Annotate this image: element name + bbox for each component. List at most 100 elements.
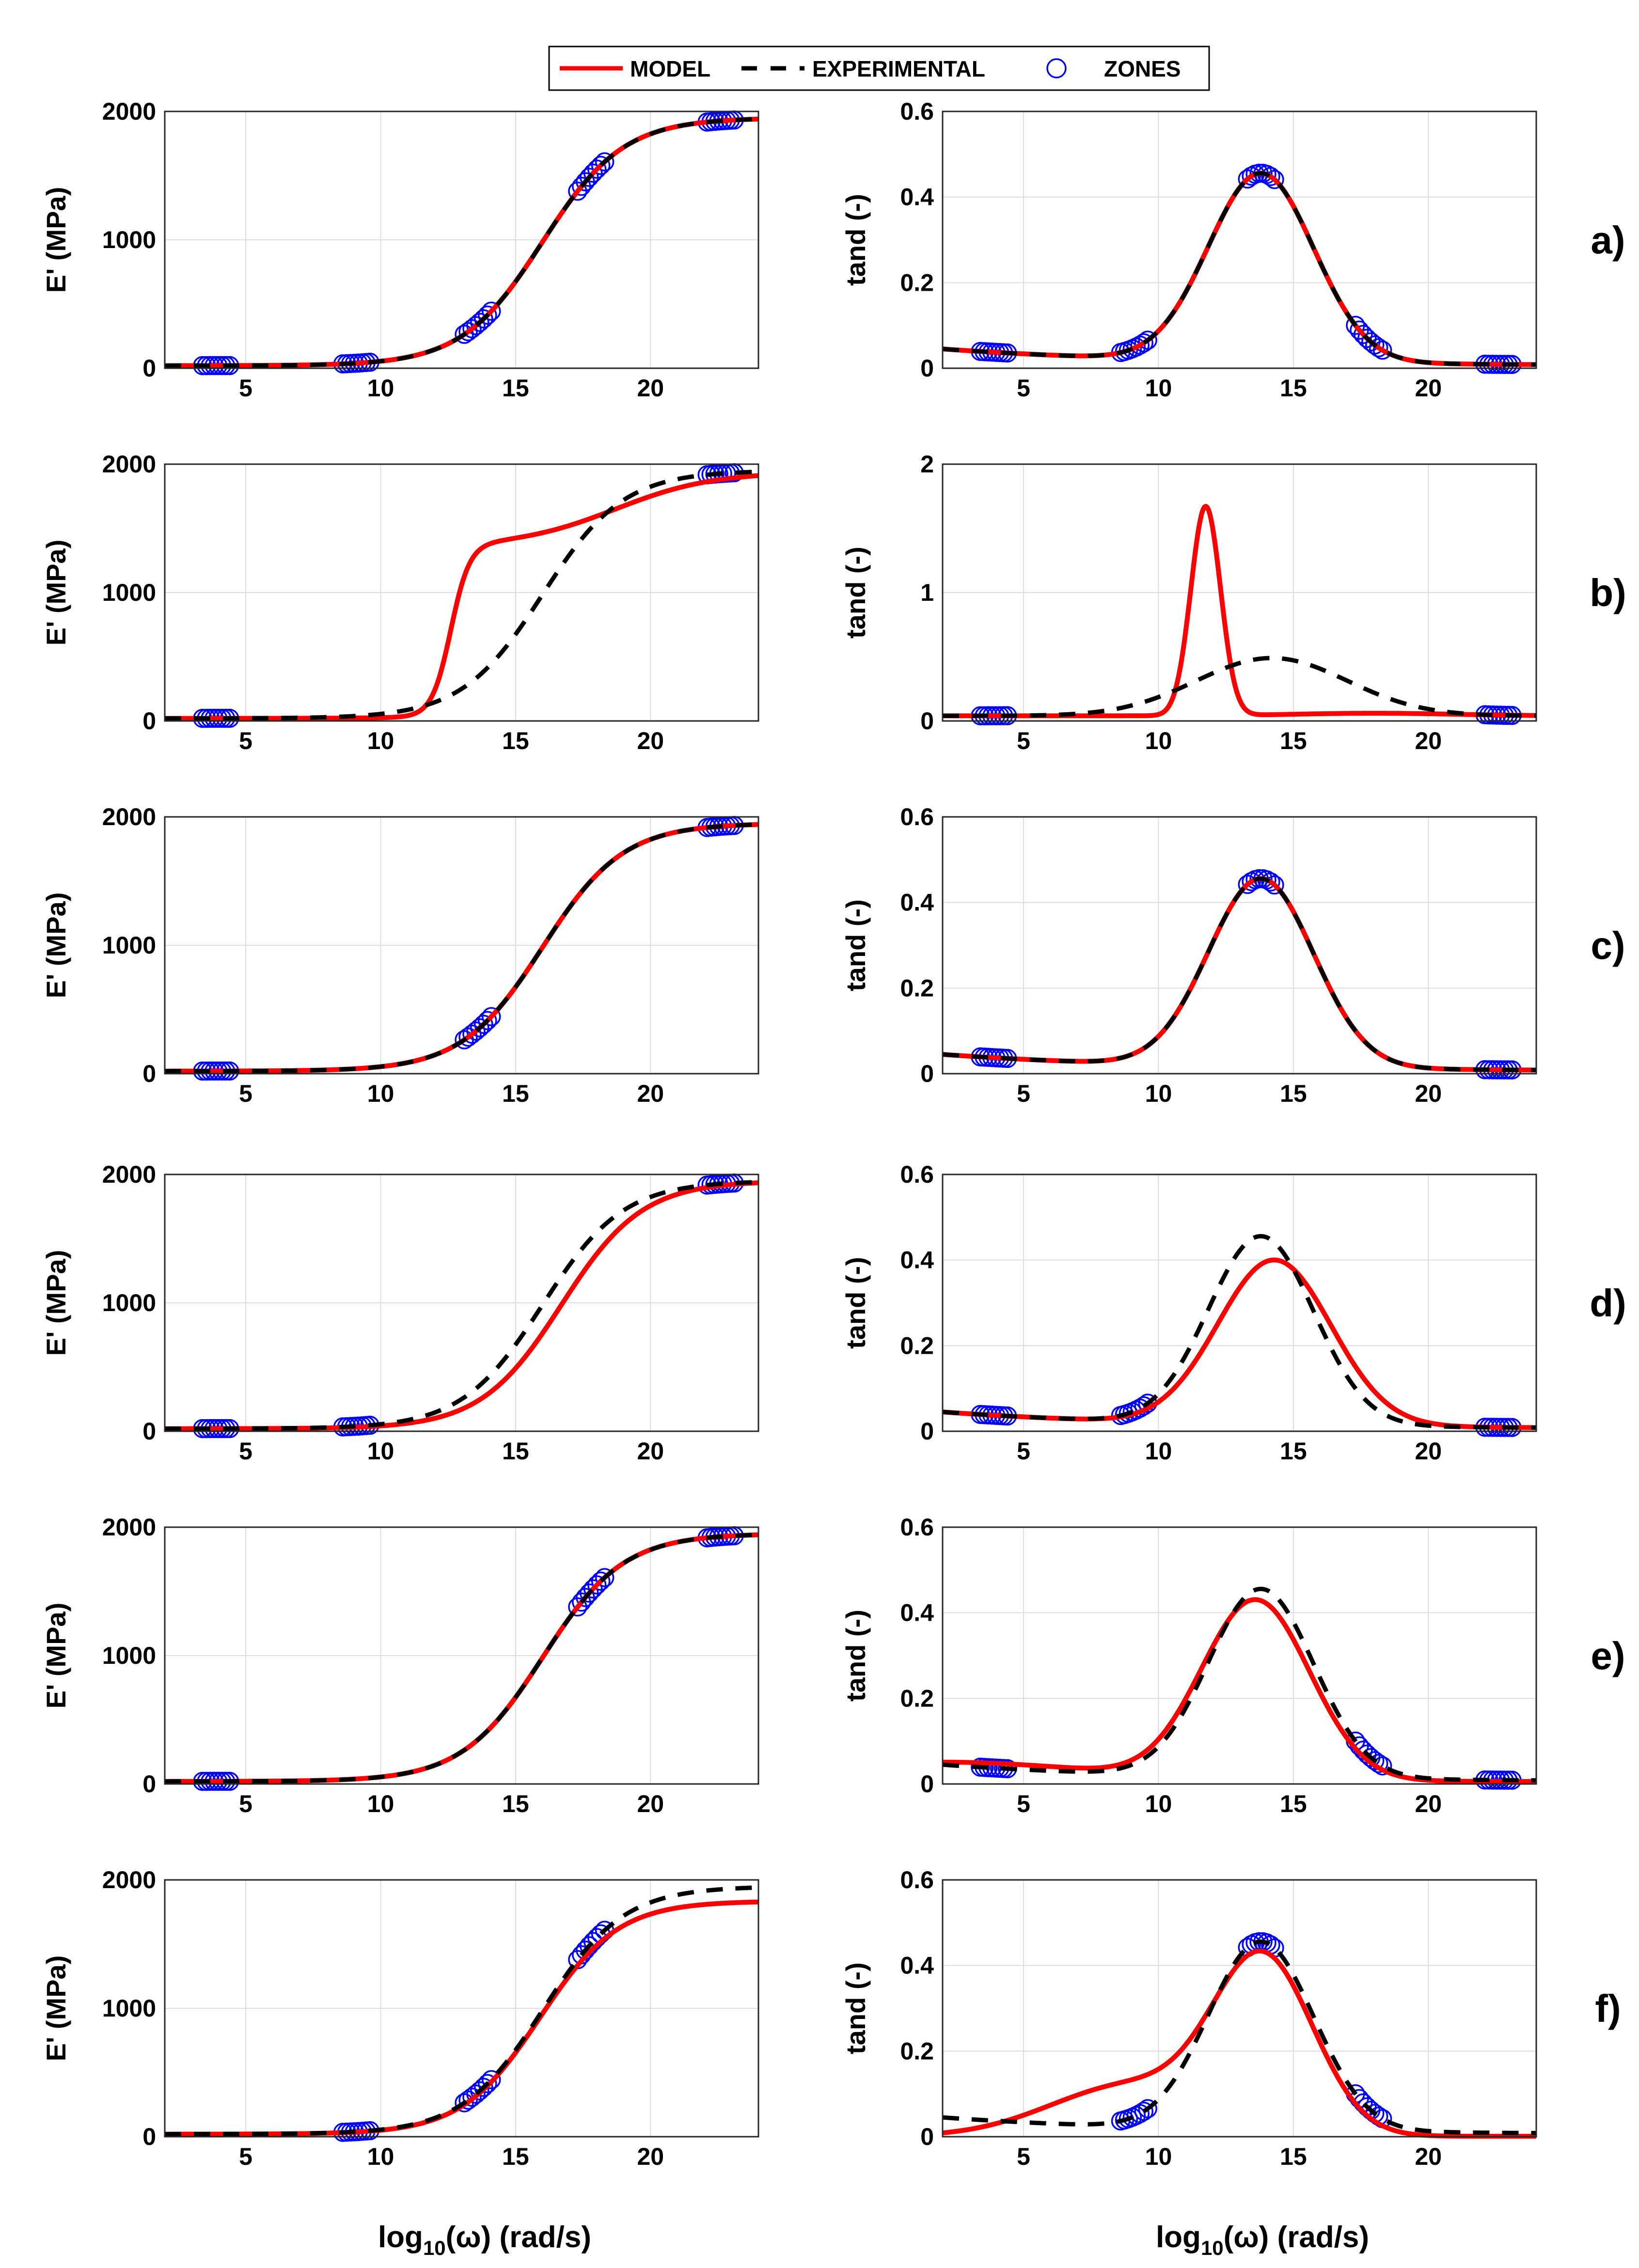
panel-a-loss-factor-y-axis-label: tand (-) (840, 194, 871, 286)
panel-e-storage-modulus-zone-marker (595, 1568, 615, 1587)
panel-f-loss-factor-model-line (941, 1948, 1538, 2139)
panel-label-b: b) (1590, 571, 1626, 614)
panel-c-loss-factor-experimental-line (942, 876, 1536, 1072)
panel-e-storage-modulus-x-tick-label: 15 (502, 1790, 529, 1817)
panel-a-storage-modulus-y-tick-label: 0 (142, 355, 156, 382)
panel-e-storage-modulus-y-tick-label: 1000 (102, 1642, 156, 1669)
panel-b-loss-factor-y-axis-label: tand (-) (840, 547, 871, 639)
panel-a-storage-modulus-zone-marker (474, 309, 493, 328)
panel-d-loss-factor-plot-area (943, 1174, 1536, 1431)
panel-f-storage-modulus-y-tick-label: 1000 (102, 1995, 156, 2022)
panel-c-loss-factor-y-axis-label: tand (-) (840, 899, 871, 991)
panel-e-loss-factor-x-tick-label: 15 (1280, 1790, 1307, 1817)
panel-a-loss-factor-zone-marker (1354, 325, 1373, 344)
panel-d-loss-factor-y-tick-label: 0.4 (900, 1247, 934, 1274)
panel-b-loss-factor-y-tick-label: 0 (920, 707, 934, 735)
panel-c-storage-modulus-axes-frame (164, 816, 759, 1075)
panel-c-storage-modulus-zone-marker (478, 1011, 497, 1031)
panel-d-loss-factor-experimental-line (942, 1234, 1536, 1430)
x-axis-label-right-base: log (1156, 2221, 1201, 2254)
panel-c-storage-modulus-x-tick-label: 5 (239, 1080, 252, 1107)
panel-d-storage-modulus-y-axis-label: E' (MPa) (41, 1250, 71, 1356)
panel-e-storage-modulus-y-tick-label: 2000 (102, 1514, 156, 1541)
legend-box (548, 46, 1210, 91)
panel-e-loss-factor-y-tick-label: 0.6 (900, 1514, 934, 1541)
panel-a-loss-factor-zone-marker (1372, 340, 1392, 360)
panel-e-loss-factor-y-tick-label: 0 (920, 1770, 934, 1798)
panel-e-loss-factor-plot-area (943, 1527, 1536, 1784)
panel-e-storage-modulus: 5 10 15 20 0 1000 2000 E' (MPa) (41, 1514, 760, 1817)
panel-a-loss-factor-x-tick-label: 10 (1145, 375, 1172, 402)
panel-d-loss-factor-axes-frame (942, 1173, 1537, 1432)
panel-c-storage-modulus-y-axis-label: E' (MPa) (41, 892, 71, 999)
panel-label-f: f) (1595, 1987, 1621, 2030)
panel-a-storage-modulus-zone-marker (482, 301, 501, 321)
panel-b-storage-modulus-x-tick-label: 5 (239, 727, 252, 754)
panel-a-storage-modulus-experimental-line (165, 117, 759, 368)
panel-c-loss-factor-axes-frame (942, 816, 1537, 1075)
panel-f-storage-modulus-axes-frame (164, 1879, 759, 2138)
panel-c-loss-factor-plot-area (943, 817, 1536, 1074)
panel-e-storage-modulus-zone-marker (591, 1571, 611, 1591)
panel-a-loss-factor-zone-marker (1265, 170, 1284, 189)
panel-c-loss-factor-y-tick-label: 0.4 (900, 889, 934, 916)
panel-a-storage-modulus-zone-marker (583, 163, 603, 183)
x-axis-label-left-rest: (ω) (rad/s) (446, 2221, 591, 2254)
panel-a-storage-modulus: 5 10 15 20 0 1000 2000 E' (MPa) (41, 98, 760, 402)
panel-c-storage-modulus-y-tick-label: 1000 (102, 932, 156, 959)
panel-f-storage-modulus-zone-marker (478, 2074, 497, 2094)
panel-b-storage-modulus-x-tick-label: 20 (637, 727, 664, 754)
panel-a-storage-modulus-zone-marker (478, 305, 497, 325)
panel-d-loss-factor: 5 10 15 20 0 0.2 0.4 0.6 tand (-) (840, 1161, 1538, 1465)
panel-d-storage-modulus-y-tick-label: 1000 (102, 1289, 156, 1316)
legend-experimental-label: EXPERIMENTAL (812, 56, 985, 81)
panel-a-loss-factor-experimental-line (942, 171, 1536, 367)
panel-label-d: d) (1590, 1282, 1626, 1325)
legend-zones-label: ZONES (1104, 56, 1181, 81)
panel-c-loss-factor-y-tick-label: 0.6 (900, 803, 934, 830)
panel-c-loss-factor-zone-marker (1242, 872, 1261, 892)
panel-e-loss-factor-y-tick-label: 0.2 (900, 1685, 934, 1712)
panel-f-loss-factor-x-tick-label: 15 (1280, 2143, 1307, 2170)
panel-f-storage-modulus-zone-marker (470, 2081, 489, 2101)
panel-b-storage-modulus-y-tick-label: 2000 (102, 451, 156, 478)
panel-a-loss-factor: 5 10 15 20 0 0.2 0.4 0.6 tand (-) (840, 98, 1538, 402)
panel-c-storage-modulus-x-tick-label: 20 (637, 1080, 664, 1107)
panel-f-loss-factor-axes-frame (942, 1879, 1537, 2138)
panel-c-loss-factor-zone-marker (1261, 872, 1280, 892)
panel-a-storage-modulus-x-tick-label: 5 (239, 375, 252, 402)
panel-f-storage-modulus: 5 10 15 20 0 1000 2000 E' (MPa) (41, 1866, 760, 2170)
panel-a-storage-modulus-x-tick-label: 10 (367, 375, 394, 402)
panel-a-loss-factor-x-tick-label: 20 (1415, 375, 1442, 402)
panel-b-storage-modulus-axes-frame (164, 463, 759, 722)
panel-a-storage-modulus-y-axis-label: E' (MPa) (41, 187, 71, 293)
panel-c-loss-factor-x-tick-label: 5 (1017, 1080, 1030, 1107)
panel-a-storage-modulus-y-tick-label: 2000 (102, 98, 156, 125)
panel-c-storage-modulus-y-tick-label: 0 (142, 1060, 156, 1087)
panel-a-loss-factor-y-tick-label: 0.6 (900, 98, 934, 125)
panel-f-loss-factor-y-tick-label: 0.6 (900, 1866, 934, 1893)
panel-e-loss-factor-x-tick-label: 10 (1145, 1790, 1172, 1817)
panel-f-storage-modulus-zone-marker (474, 2078, 493, 2097)
panel-c-storage-modulus-x-tick-label: 15 (502, 1080, 529, 1107)
panel-c-storage-modulus-experimental-line (165, 822, 759, 1074)
legend-model-label: MODEL (630, 56, 710, 81)
panel-f-storage-modulus-y-tick-label: 2000 (102, 1866, 156, 1893)
panel-f-storage-modulus-x-tick-label: 10 (367, 2143, 394, 2170)
panel-d-storage-modulus-y-tick-label: 2000 (102, 1161, 156, 1188)
panel-a-loss-factor-y-tick-label: 0.4 (900, 184, 934, 211)
panel-b-loss-factor-y-tick-label: 1 (920, 579, 934, 606)
panel-e-storage-modulus-zone-marker (587, 1575, 607, 1595)
panel-a-loss-factor-zone-marker (1369, 338, 1388, 358)
x-axis-label-right-sub: 10 (1201, 2237, 1224, 2259)
panel-f-loss-factor: 5 10 15 20 0 0.2 0.4 0.6 tand (-) (840, 1866, 1538, 2170)
panel-e-loss-factor-x-tick-label: 5 (1017, 1790, 1030, 1817)
panel-a-loss-factor-zone-marker (1261, 167, 1280, 186)
panel-e-loss-factor: 5 10 15 20 0 0.2 0.4 0.6 tand (-) (840, 1514, 1538, 1817)
panel-a-loss-factor-zone-marker (1134, 333, 1153, 353)
panel-e-storage-modulus-y-axis-label: E' (MPa) (41, 1603, 71, 1709)
panel-f-loss-factor-zone-marker (1134, 2101, 1153, 2121)
panel-f-storage-modulus-experimental-line (165, 1885, 759, 2137)
panel-f-storage-modulus-x-tick-label: 15 (502, 2143, 529, 2170)
